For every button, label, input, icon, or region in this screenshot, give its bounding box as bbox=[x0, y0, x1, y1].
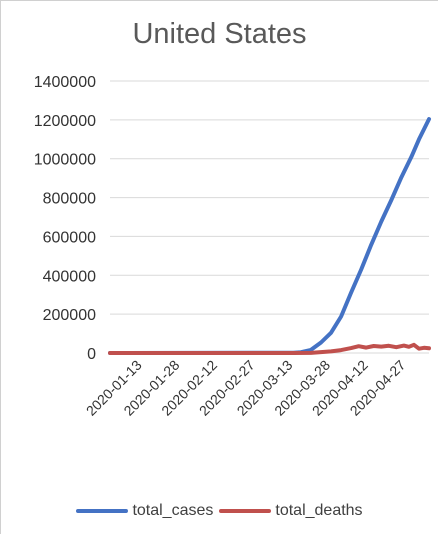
series-lines bbox=[108, 117, 431, 355]
y-tick-label: 1000000 bbox=[34, 152, 96, 169]
y-tick-label: 1400000 bbox=[34, 74, 96, 91]
legend-item-total-cases: total_cases bbox=[76, 502, 213, 520]
y-tick-label: 0 bbox=[87, 346, 96, 363]
legend-item-total-deaths: total_deaths bbox=[219, 502, 363, 520]
series-line-total-deaths bbox=[108, 342, 431, 355]
y-tick-label: 800000 bbox=[43, 191, 96, 208]
legend-swatch-total-deaths bbox=[219, 509, 272, 513]
legend-swatch-total-cases bbox=[76, 509, 129, 513]
y-axis-ticks: 0 200000 400000 600000 800000 1000000 1200000 1… bbox=[34, 74, 96, 363]
y-tick-label: 200000 bbox=[43, 307, 96, 324]
y-tick-label: 600000 bbox=[43, 229, 96, 246]
legend: total_cases total_deaths bbox=[0, 499, 439, 523]
legend-label-total-deaths: total_deaths bbox=[275, 502, 363, 519]
x-axis-ticks: 2020-01-132020-01-282020-02-122020-02-27… bbox=[83, 357, 409, 419]
y-tick-label: 400000 bbox=[43, 268, 96, 285]
gridlines bbox=[110, 80, 429, 354]
chart-title: United States bbox=[132, 18, 307, 50]
y-tick-label: 1200000 bbox=[34, 113, 96, 130]
legend-label-total-cases: total_cases bbox=[132, 502, 214, 519]
